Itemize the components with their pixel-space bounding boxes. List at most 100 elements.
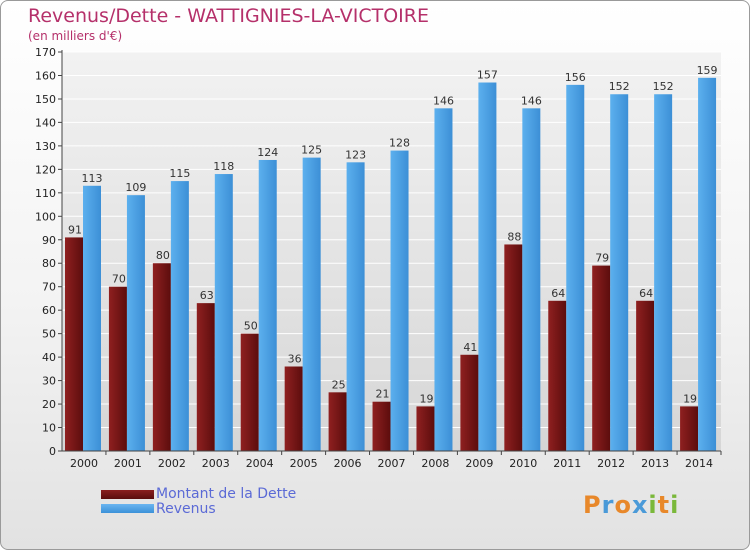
data-label-revenue-2009: 157 (477, 69, 498, 82)
bar-revenue-2011 (566, 84, 585, 451)
data-label-revenue-2003: 118 (213, 160, 234, 173)
bar-revenue-2009 (478, 82, 497, 451)
data-label-debt-2007: 21 (376, 388, 390, 401)
bar-revenue-2010 (522, 108, 541, 452)
x-tick-label: 2008 (421, 457, 449, 470)
data-label-revenue-2005: 125 (301, 144, 322, 157)
bar-debt-2000 (65, 237, 83, 451)
bar-debt-2013 (636, 300, 655, 451)
bar-debt-2006 (328, 392, 347, 451)
legend-label-debt: Montant de la Dette (156, 486, 297, 502)
bar-revenue-2014 (698, 77, 717, 451)
y-tick-label: 160 (35, 69, 56, 82)
chart-subtitle: (en milliers d'€) (28, 29, 123, 43)
data-label-revenue-2004: 124 (257, 146, 278, 159)
data-label-debt-2004: 50 (244, 320, 258, 333)
bar-debt-2004 (240, 333, 259, 451)
y-tick-label: 70 (42, 281, 56, 294)
data-label-debt-2014: 19 (683, 392, 697, 405)
axes: 0 10 20 30 40 50 60 70 80 90 100 110 120 130 140 150 160… (35, 46, 722, 470)
data-label-debt-2008: 19 (419, 392, 433, 405)
bar-revenue-2012 (610, 94, 629, 451)
x-tick-label: 2007 (378, 457, 406, 470)
bars (65, 77, 717, 452)
y-tick-label: 130 (35, 140, 56, 153)
logo-letter: P (583, 491, 602, 519)
bar-debt-2010 (504, 244, 523, 451)
data-label-debt-2003: 63 (200, 289, 214, 302)
x-tick-label: 2004 (246, 457, 274, 470)
data-label-revenue-2012: 152 (609, 80, 630, 93)
bar-revenue-2004 (258, 159, 277, 451)
y-tick-label: 90 (42, 234, 56, 247)
x-tick-label: 2009 (465, 457, 493, 470)
data-label-revenue-2014: 159 (697, 64, 718, 77)
data-label-revenue-2001: 109 (125, 181, 146, 194)
y-tick-label: 50 (42, 328, 56, 341)
bar-debt-2001 (108, 286, 127, 451)
y-tick-label: 140 (35, 116, 56, 129)
bar-debt-2011 (548, 300, 567, 451)
x-tick-label: 2005 (290, 457, 318, 470)
y-tick-label: 100 (35, 210, 56, 223)
bar-revenue-2008 (434, 108, 453, 452)
bar-debt-2005 (284, 366, 303, 451)
proxiti-logo: Proxiti (583, 491, 679, 519)
data-label-debt-2006: 25 (332, 378, 346, 391)
data-label-revenue-2007: 128 (389, 137, 410, 150)
x-tick-label: 2003 (202, 457, 230, 470)
x-tick-label: 2006 (334, 457, 362, 470)
logo-letter: o (614, 491, 632, 519)
data-label-debt-2011: 64 (551, 287, 565, 300)
bar-revenue-2007 (390, 150, 409, 451)
bar-revenue-2006 (346, 162, 365, 451)
logo-letter: i (670, 491, 680, 519)
data-label-revenue-2011: 156 (565, 71, 586, 84)
data-label-revenue-2013: 152 (653, 80, 674, 93)
bar-debt-2008 (416, 406, 435, 451)
data-label-revenue-2010: 146 (521, 94, 542, 107)
data-labels: 91 113 70 109 80 115 63 118 50 124 36 125 25 123 21 128… (68, 64, 718, 406)
x-tick-label: 2001 (114, 457, 142, 470)
chart-title: Revenus/Dette - WATTIGNIES-LA-VICTOIRE (28, 5, 429, 27)
y-tick-label: 30 (42, 375, 56, 388)
data-label-revenue-2008: 146 (433, 94, 454, 107)
bar-revenue-2002 (170, 181, 189, 451)
bar-debt-2009 (460, 354, 479, 451)
data-label-debt-2009: 41 (463, 341, 477, 354)
y-tick-label: 110 (35, 187, 56, 200)
bar-revenue-2013 (654, 94, 673, 451)
bar-debt-2002 (152, 263, 171, 451)
y-tick-label: 40 (42, 351, 56, 364)
y-tick-label: 170 (35, 46, 56, 59)
logo-letter: r (601, 491, 615, 519)
x-tick-label: 2013 (641, 457, 669, 470)
bar-revenue-2005 (302, 157, 321, 451)
y-tick-label: 120 (35, 163, 56, 176)
data-label-debt-2000: 91 (68, 223, 82, 236)
bar-debt-2012 (592, 265, 611, 451)
logo-letter: i (648, 491, 658, 519)
data-label-revenue-2000: 113 (82, 172, 103, 185)
x-tick-label: 2002 (158, 457, 186, 470)
bar-revenue-2000 (83, 185, 101, 451)
data-label-debt-2002: 80 (156, 249, 170, 262)
data-label-debt-2013: 64 (639, 287, 653, 300)
y-tick-label: 60 (42, 304, 56, 317)
bar-revenue-2003 (214, 174, 233, 451)
x-tick-label: 2011 (553, 457, 581, 470)
legend-label-revenue: Revenus (156, 501, 216, 517)
y-tick-label: 80 (42, 257, 56, 270)
data-label-debt-2001: 70 (112, 273, 126, 286)
logo-letter: x (631, 491, 649, 519)
x-tick-label: 2014 (685, 457, 713, 470)
x-tick-label: 2012 (597, 457, 625, 470)
x-tick-label: 2000 (70, 457, 98, 470)
data-label-debt-2005: 36 (288, 353, 302, 366)
bar-revenue-2001 (126, 195, 145, 451)
bar-debt-2007 (372, 401, 391, 451)
data-label-debt-2010: 88 (507, 230, 521, 243)
bar-debt-2003 (196, 303, 215, 451)
